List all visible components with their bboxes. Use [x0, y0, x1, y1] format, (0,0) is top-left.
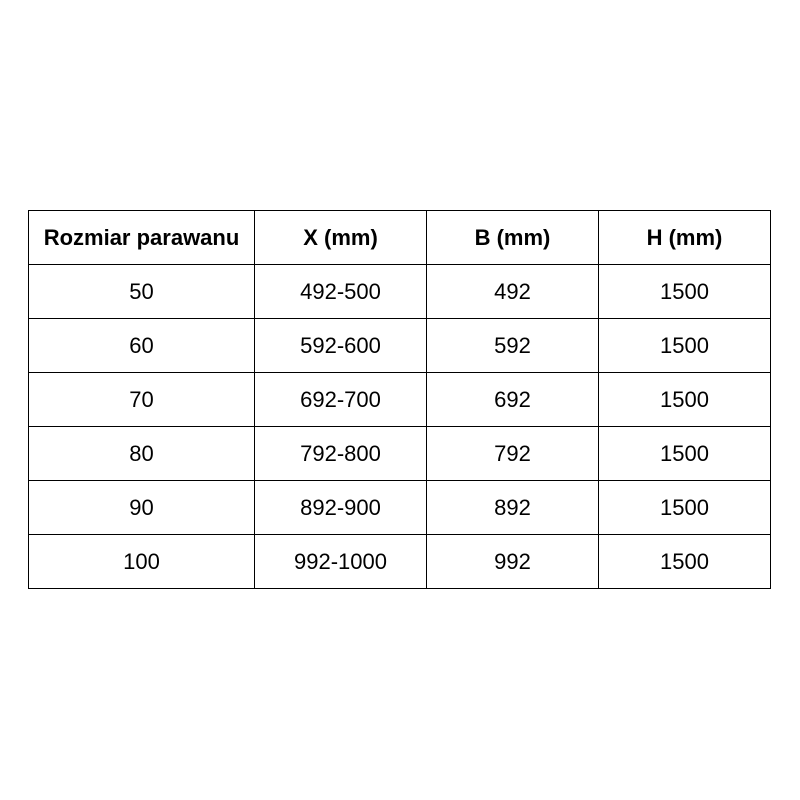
- table-row: 70 692-700 692 1500: [28, 372, 771, 427]
- cell-b: 892: [426, 480, 599, 535]
- cell-b: 692: [426, 372, 599, 427]
- size-table: Rozmiar parawanu X (mm) B (mm) H (mm) 50…: [28, 210, 771, 589]
- table-row: 100 992-1000 992 1500: [28, 534, 771, 589]
- cell-size: 60: [28, 318, 255, 373]
- header-b: B (mm): [426, 210, 599, 265]
- table-row: 60 592-600 592 1500: [28, 318, 771, 373]
- cell-h: 1500: [598, 534, 771, 589]
- table-row: 90 892-900 892 1500: [28, 480, 771, 535]
- cell-h: 1500: [598, 318, 771, 373]
- cell-h: 1500: [598, 372, 771, 427]
- table-header-row: Rozmiar parawanu X (mm) B (mm) H (mm): [28, 210, 771, 265]
- cell-x: 892-900: [254, 480, 427, 535]
- table-row: 50 492-500 492 1500: [28, 264, 771, 319]
- cell-x: 592-600: [254, 318, 427, 373]
- header-x: X (mm): [254, 210, 427, 265]
- cell-h: 1500: [598, 426, 771, 481]
- cell-b: 992: [426, 534, 599, 589]
- cell-b: 592: [426, 318, 599, 373]
- cell-b: 792: [426, 426, 599, 481]
- header-size: Rozmiar parawanu: [28, 210, 255, 265]
- cell-x: 792-800: [254, 426, 427, 481]
- cell-h: 1500: [598, 480, 771, 535]
- cell-h: 1500: [598, 264, 771, 319]
- cell-size: 90: [28, 480, 255, 535]
- cell-size: 50: [28, 264, 255, 319]
- header-h: H (mm): [598, 210, 771, 265]
- cell-b: 492: [426, 264, 599, 319]
- cell-size: 70: [28, 372, 255, 427]
- cell-x: 992-1000: [254, 534, 427, 589]
- cell-x: 492-500: [254, 264, 427, 319]
- table-row: 80 792-800 792 1500: [28, 426, 771, 481]
- cell-size: 100: [28, 534, 255, 589]
- cell-x: 692-700: [254, 372, 427, 427]
- cell-size: 80: [28, 426, 255, 481]
